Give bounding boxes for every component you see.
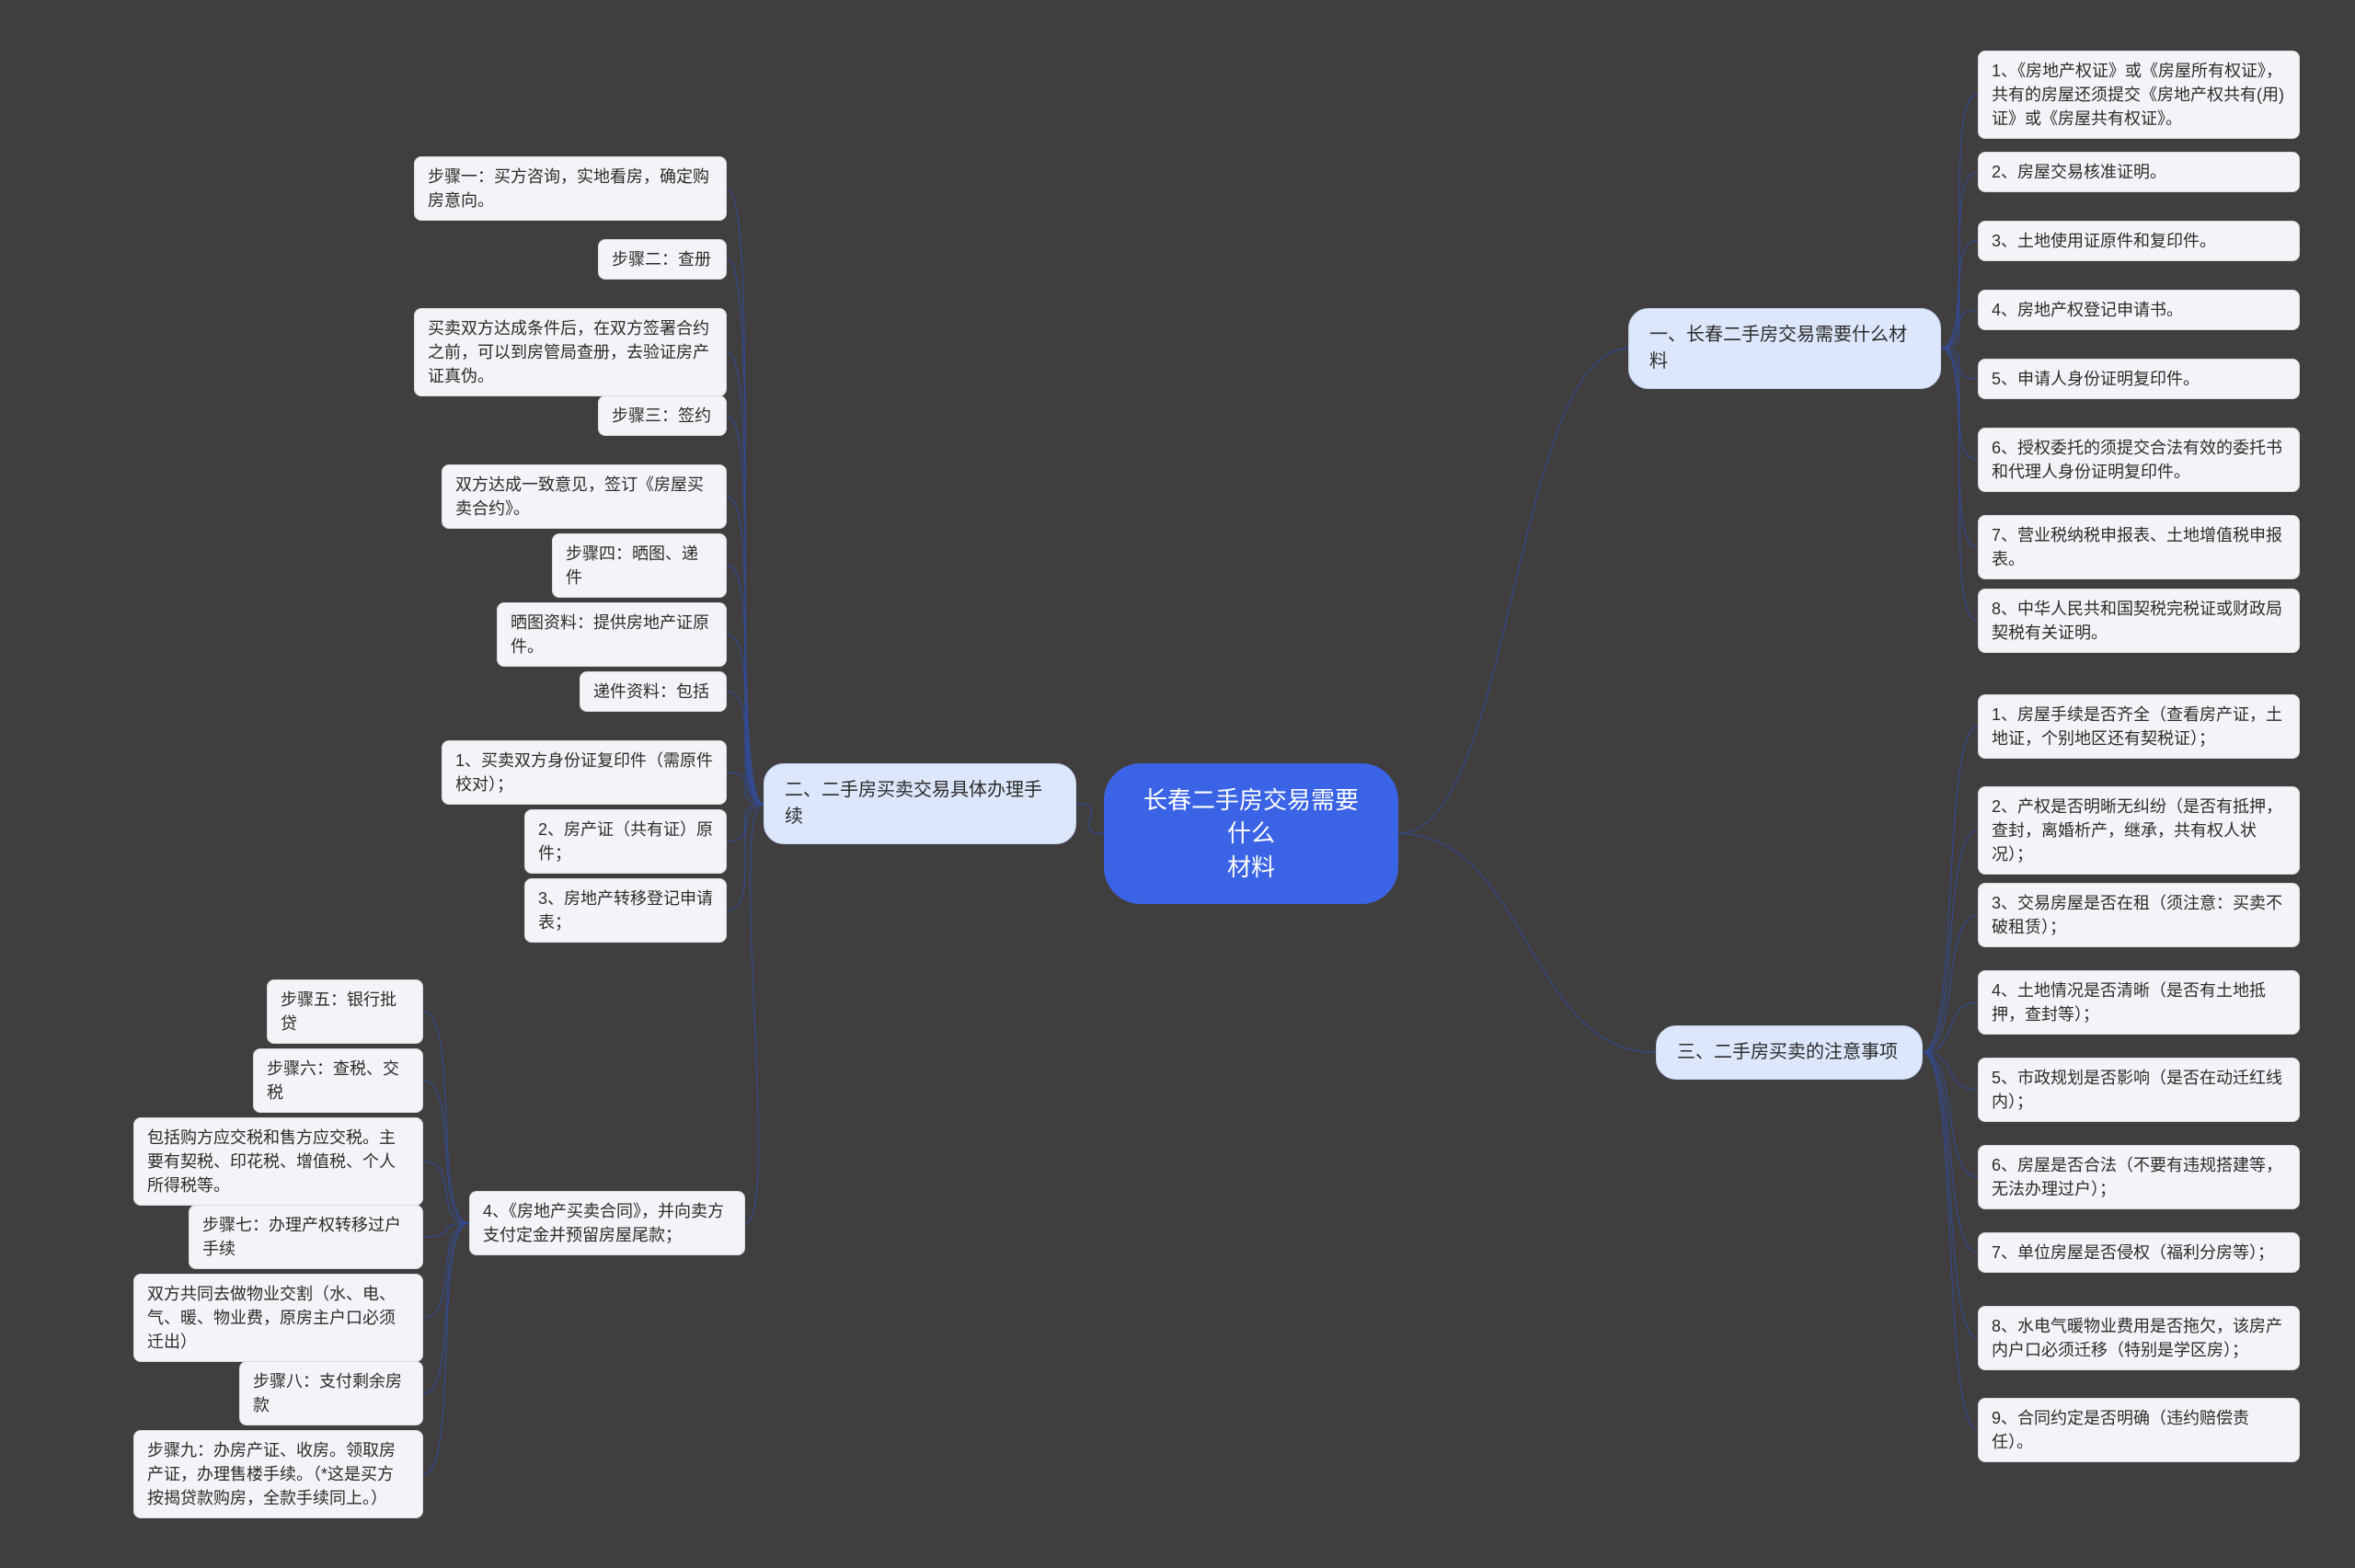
edge xyxy=(423,1223,469,1474)
edge xyxy=(727,692,764,804)
leaf-node: 7、单位房屋是否侵权（福利分房等）； xyxy=(1978,1232,2300,1273)
leaf-node: 包括购方应交税和售方应交税。主要有契税、印花税、增值税、个人所得税等。 xyxy=(133,1117,423,1206)
edge xyxy=(1941,349,1978,460)
leaf-node: 3、土地使用证原件和复印件。 xyxy=(1978,221,2300,261)
edge xyxy=(423,1223,469,1318)
edge xyxy=(1941,349,1978,547)
edge xyxy=(423,1081,469,1223)
leaf-node: 1、买卖双方身份证复印件（需原件校对）； xyxy=(442,740,727,805)
leaf-node: 4、土地情况是否清晰（是否有土地抵押，查封等）； xyxy=(1978,970,2300,1035)
leaf-node: 8、水电气暖物业费用是否拖欠，该房产内户口必须迁移（特别是学区房）； xyxy=(1978,1306,2300,1370)
root-node: 长春二手房交易需要什么材料 xyxy=(1104,763,1398,904)
edge xyxy=(745,804,764,1223)
edge xyxy=(1923,727,1978,1053)
leaf-node: 步骤四：晒图、递件 xyxy=(552,533,727,598)
edge xyxy=(1941,310,1978,349)
leaf-node: 4、《房地产买卖合同》，并向卖方支付定金并预留房屋尾款； xyxy=(469,1191,745,1255)
leaf-node: 3、房地产转移登记申请表； xyxy=(524,878,727,943)
edge xyxy=(1941,349,1978,379)
branch-node: 三、二手房买卖的注意事项 xyxy=(1656,1025,1923,1080)
edge xyxy=(727,804,764,910)
leaf-node: 2、产权是否明晰无纠纷（是否有抵押，查封，离婚析产，继承，共有权人状况）； xyxy=(1978,786,2300,875)
leaf-node: 步骤一：买方咨询，实地看房，确定购房意向。 xyxy=(414,156,727,221)
leaf-node: 双方共同去做物业交割（水、电、气、暖、物业费，原房主户口必须迁出） xyxy=(133,1274,423,1362)
edge xyxy=(423,1223,469,1393)
edge xyxy=(1923,1053,1978,1339)
edge xyxy=(423,1012,469,1223)
leaf-node: 3、交易房屋是否在租（须注意：买卖不破租赁）； xyxy=(1978,883,2300,947)
edge xyxy=(1076,804,1104,834)
edge xyxy=(727,497,764,804)
leaf-node: 2、房屋交易核准证明。 xyxy=(1978,152,2300,192)
leaf-node: 步骤五：银行批贷 xyxy=(267,979,423,1044)
leaf-node: 5、市政规划是否影响（是否在动迁红线内）； xyxy=(1978,1058,2300,1122)
edge xyxy=(1398,349,1628,834)
leaf-node: 步骤八：支付剩余房款 xyxy=(239,1361,423,1425)
edge xyxy=(1941,241,1978,349)
leaf-node: 5、申请人身份证明复印件。 xyxy=(1978,359,2300,399)
leaf-node: 步骤六：查税、交税 xyxy=(253,1048,423,1113)
edge xyxy=(1923,1053,1978,1431)
edge xyxy=(1941,349,1978,621)
leaf-node: 递件资料：包括 xyxy=(580,671,727,712)
edge xyxy=(727,352,764,804)
edge xyxy=(1923,1053,1978,1253)
edge xyxy=(1398,834,1656,1053)
leaf-node: 1、《房地产权证》或《房屋所有权证》，共有的房屋还须提交《房地产权共有(用)证》… xyxy=(1978,51,2300,139)
edge xyxy=(727,635,764,804)
edge xyxy=(727,804,764,841)
edge xyxy=(1923,1002,1978,1053)
leaf-node: 买卖双方达成条件后，在双方签署合约之前，可以到房管局查册，去验证房产证真伪。 xyxy=(414,308,727,396)
leaf-node: 6、授权委托的须提交合法有效的委托书和代理人身份证明复印件。 xyxy=(1978,428,2300,492)
leaf-node: 7、营业税纳税申报表、土地增值税申报表。 xyxy=(1978,515,2300,579)
edge xyxy=(1923,1053,1978,1178)
leaf-node: 8、中华人民共和国契税完税证或财政局契税有关证明。 xyxy=(1978,589,2300,653)
edge xyxy=(727,416,764,804)
leaf-node: 步骤九：办房产证、收房。领取房产证，办理售楼手续。（*这是买方按揭贷款购房，全款… xyxy=(133,1430,423,1518)
edge xyxy=(423,1162,469,1223)
edge xyxy=(423,1223,469,1237)
edge xyxy=(727,566,764,804)
leaf-node: 1、房屋手续是否齐全（查看房产证，土地证，个别地区还有契税证）； xyxy=(1978,694,2300,759)
edge xyxy=(1941,172,1978,349)
leaf-node: 步骤七：办理产权转移过户手续 xyxy=(189,1205,423,1269)
leaf-node: 晒图资料：提供房地产证原件。 xyxy=(497,602,727,667)
edge xyxy=(1923,915,1978,1053)
branch-node: 一、长春二手房交易需要什么材料 xyxy=(1628,308,1941,389)
leaf-node: 4、房地产权登记申请书。 xyxy=(1978,290,2300,330)
edge xyxy=(1941,95,1978,349)
edge xyxy=(727,259,764,804)
edge xyxy=(1923,1053,1978,1091)
edge xyxy=(727,773,764,804)
leaf-node: 双方达成一致意见，签订《房屋买卖合约》。 xyxy=(442,464,727,529)
branch-node: 二、二手房买卖交易具体办理手续 xyxy=(764,763,1076,844)
leaf-node: 2、房产证（共有证）原件； xyxy=(524,809,727,874)
leaf-node: 6、房屋是否合法（不要有违规搭建等，无法办理过户）； xyxy=(1978,1145,2300,1209)
leaf-node: 9、合同约定是否明确（违约赔偿责任）。 xyxy=(1978,1398,2300,1462)
leaf-node: 步骤二：查册 xyxy=(598,239,727,280)
leaf-node: 步骤三：签约 xyxy=(598,395,727,436)
edge xyxy=(727,189,764,804)
edge xyxy=(1923,830,1978,1053)
